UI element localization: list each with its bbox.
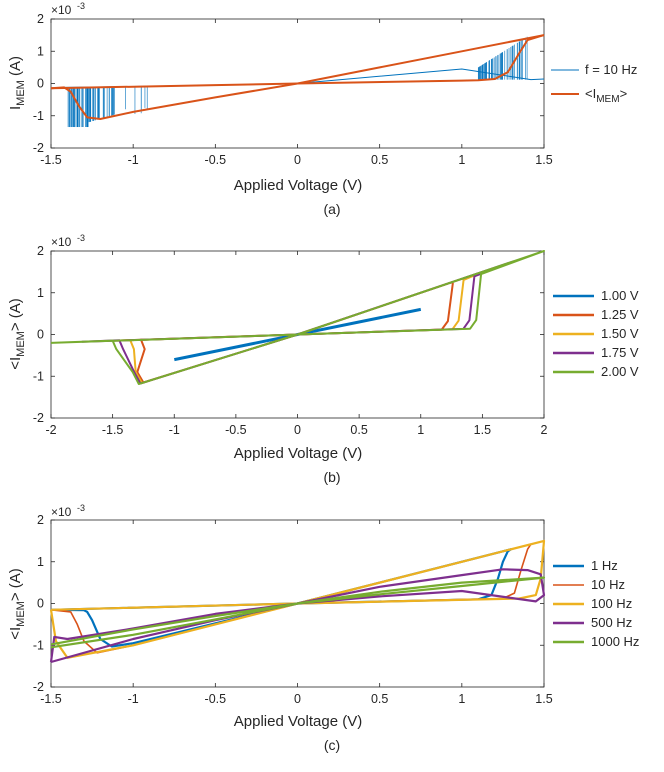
panel-b-ytick-label: 0 [37,328,44,342]
panel-c-xtick-label: 0 [294,692,301,706]
avg-imem-trace-0 [50,34,545,90]
panel-c-exponent-power: -3 [77,503,85,513]
panel-a-ytick-label: -1 [33,109,44,123]
panel-a-exponent-base: ×10 [51,3,72,17]
panel-b-xtick-label: 1.5 [474,423,491,437]
panel-a-xlabel: Applied Voltage (V) [234,177,362,194]
legend-b-label-4: 2.00 V [601,364,639,379]
panel-b-caption: (b) [323,469,340,485]
panel-c-exponent-base: ×10 [51,505,72,519]
panel-c-ytick-label: -1 [33,638,44,652]
legend-a-label-1: <IMEM> [585,86,627,105]
panel-c-xtick-label: 0.5 [371,692,388,706]
panel-c-xtick-label: 1.5 [535,692,552,706]
panel-a-ylabel-unit: (A) [7,56,24,80]
panel-a-ytick-label: 0 [37,77,44,91]
panel-a-ytick-label: 1 [37,44,44,58]
panel-c-xtick-label: 1 [458,692,465,706]
legend-a-label-0: f = 10 Hz [585,62,637,77]
panel-b-ylabel-sub: MEM [15,331,27,357]
panel-c-ylabel-sub: MEM [15,601,27,627]
panel-b-xtick-label: -1 [169,423,180,437]
legend-b-label-3: 1.75 V [601,345,639,360]
panel-c-caption: (c) [324,737,340,753]
avg-imem-trace-1 [50,34,545,120]
legend-b-label-2: 1.50 V [601,326,639,341]
panel-a-caption: (a) [323,201,340,217]
panel-c-ytick-label: -2 [33,680,44,694]
panel-c: ×10 -3 <IMEM> (A) -1.5 -1 -0.5 0 0.5 1 1.5-2-1… [7,503,639,753]
legend-c-label-3: 500 Hz [591,615,632,630]
legend-c-label-1: 10 Hz [591,577,625,592]
panel-b-plot: -2 -1.5 -1 -0.5 0 0.5 1 1.5 2 -2 -1 0 1 2 [33,244,548,437]
panel-a-plot: -1.5 -1 -0.5 0 0.5 1 1.5 -2 -1 0 1 2 [33,12,553,167]
panel-a: ×10 -3 IMEM (A) -1.5 -1 -0.5 0 0.5 1 1.5-2-101… [7,1,637,217]
panel-c-xtick-label: -1 [128,692,139,706]
legend-b-label-1: 1.25 V [601,307,639,322]
panel-b-legend: 1.00 V 1.25 V 1.50 V 1.75 V 2.00 V [553,288,639,379]
panel-a-xtick-label: -1 [128,153,139,167]
panel-a-xtick-label: 1.5 [535,153,552,167]
panel-c-ylabel-main: <I [7,627,24,640]
legend-a-label-1-suffix: > [620,86,628,101]
panel-a-ylabel-sub: MEM [15,80,27,106]
panel-a-ylabel-main: I [7,106,24,110]
panel-a-exponent-power: -3 [77,1,85,11]
panel-c-ytick-label: 1 [37,555,44,569]
panel-b-xtick-label: 2 [541,423,548,437]
panel-a-ytick-label: -2 [33,141,44,155]
panel-b-xlabel: Applied Voltage (V) [234,445,362,462]
series-1000hz-trace-0 [50,576,546,649]
panel-c-xtick-label: -0.5 [205,692,227,706]
panel-c-ytick-label: 2 [37,513,44,527]
panel-b-xtick-label: -1.5 [102,423,124,437]
panel-c-ytick-label: 0 [37,597,44,611]
panel-c-xlabel: Applied Voltage (V) [234,713,362,730]
panel-b-xtick-label: -0.5 [225,423,247,437]
panel-c-legend: 1 Hz 10 Hz 100 Hz 500 Hz 1000 Hz [553,558,639,649]
panel-b-exponent-power: -3 [77,233,85,243]
panel-b-ytick-label: -2 [33,411,44,425]
panel-b-xtick-label: 0.5 [350,423,367,437]
legend-c-label-0: 1 Hz [591,558,618,573]
panel-b-ylabel-unit: > (A) [7,298,24,331]
series-200V-trace [50,250,545,385]
panel-a-xtick-label: 1 [458,153,465,167]
panel-c-plot: -1.5 -1 -0.5 0 0.5 1 1.5 -2 -1 0 1 2 [33,513,553,706]
panel-a-legend: f = 10 Hz <IMEM> [551,62,637,105]
panel-b-xtick-label: 1 [417,423,424,437]
panel-b-ytick-label: 1 [37,286,44,300]
panel-c-ylabel: <IMEM> (A) [7,568,27,640]
panel-a-ytick-label: 2 [37,12,44,26]
panel-b-ylabel: <IMEM> (A) [7,298,27,370]
legend-c-label-4: 1000 Hz [591,634,639,649]
panel-b: ×10 -3 <IMEM> (A) -2 -1.5 -1 -0.5 0 0.5 1 1.5 2-… [7,233,639,485]
panel-c-ylabel-unit: > (A) [7,568,24,601]
panel-b-xtick-label: 0 [294,423,301,437]
legend-a-label-1-sub: MEM [596,94,619,105]
panel-a-xtick-label: -1.5 [40,153,62,167]
panel-b-ytick-label: 2 [37,244,44,258]
panel-b-xtick-label: -2 [45,423,56,437]
legend-c-label-2: 100 Hz [591,596,632,611]
panel-a-xtick-label: -0.5 [205,153,227,167]
panel-b-exponent-base: ×10 [51,235,72,249]
legend-b-label-0: 1.00 V [601,288,639,303]
panel-a-ylabel: IMEM (A) [7,56,27,110]
legend-a-label-1-main: <I [585,86,596,101]
panel-a-xtick-label: 0 [294,153,301,167]
panel-c-xtick-label: -1.5 [40,692,62,706]
panel-b-ytick-label: -1 [33,369,44,383]
panel-b-ylabel-main: <I [7,357,24,370]
panel-a-xtick-label: 0.5 [371,153,388,167]
series-100hz-trace-0 [49,539,546,659]
